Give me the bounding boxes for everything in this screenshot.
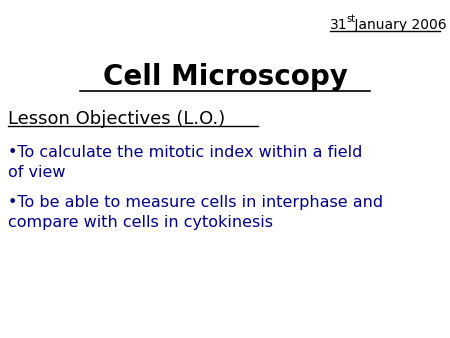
Text: of view: of view [8, 165, 66, 180]
Text: Cell Microscopy: Cell Microscopy [103, 63, 347, 91]
Text: st: st [346, 14, 355, 24]
Text: Lesson Objectives (L.O.): Lesson Objectives (L.O.) [8, 110, 225, 128]
Text: January 2006: January 2006 [350, 18, 446, 32]
Text: •To be able to measure cells in interphase and: •To be able to measure cells in interpha… [8, 195, 383, 210]
Text: •To calculate the mitotic index within a field: •To calculate the mitotic index within a… [8, 145, 362, 160]
Text: 31: 31 [330, 18, 347, 32]
Text: compare with cells in cytokinesis: compare with cells in cytokinesis [8, 215, 273, 230]
